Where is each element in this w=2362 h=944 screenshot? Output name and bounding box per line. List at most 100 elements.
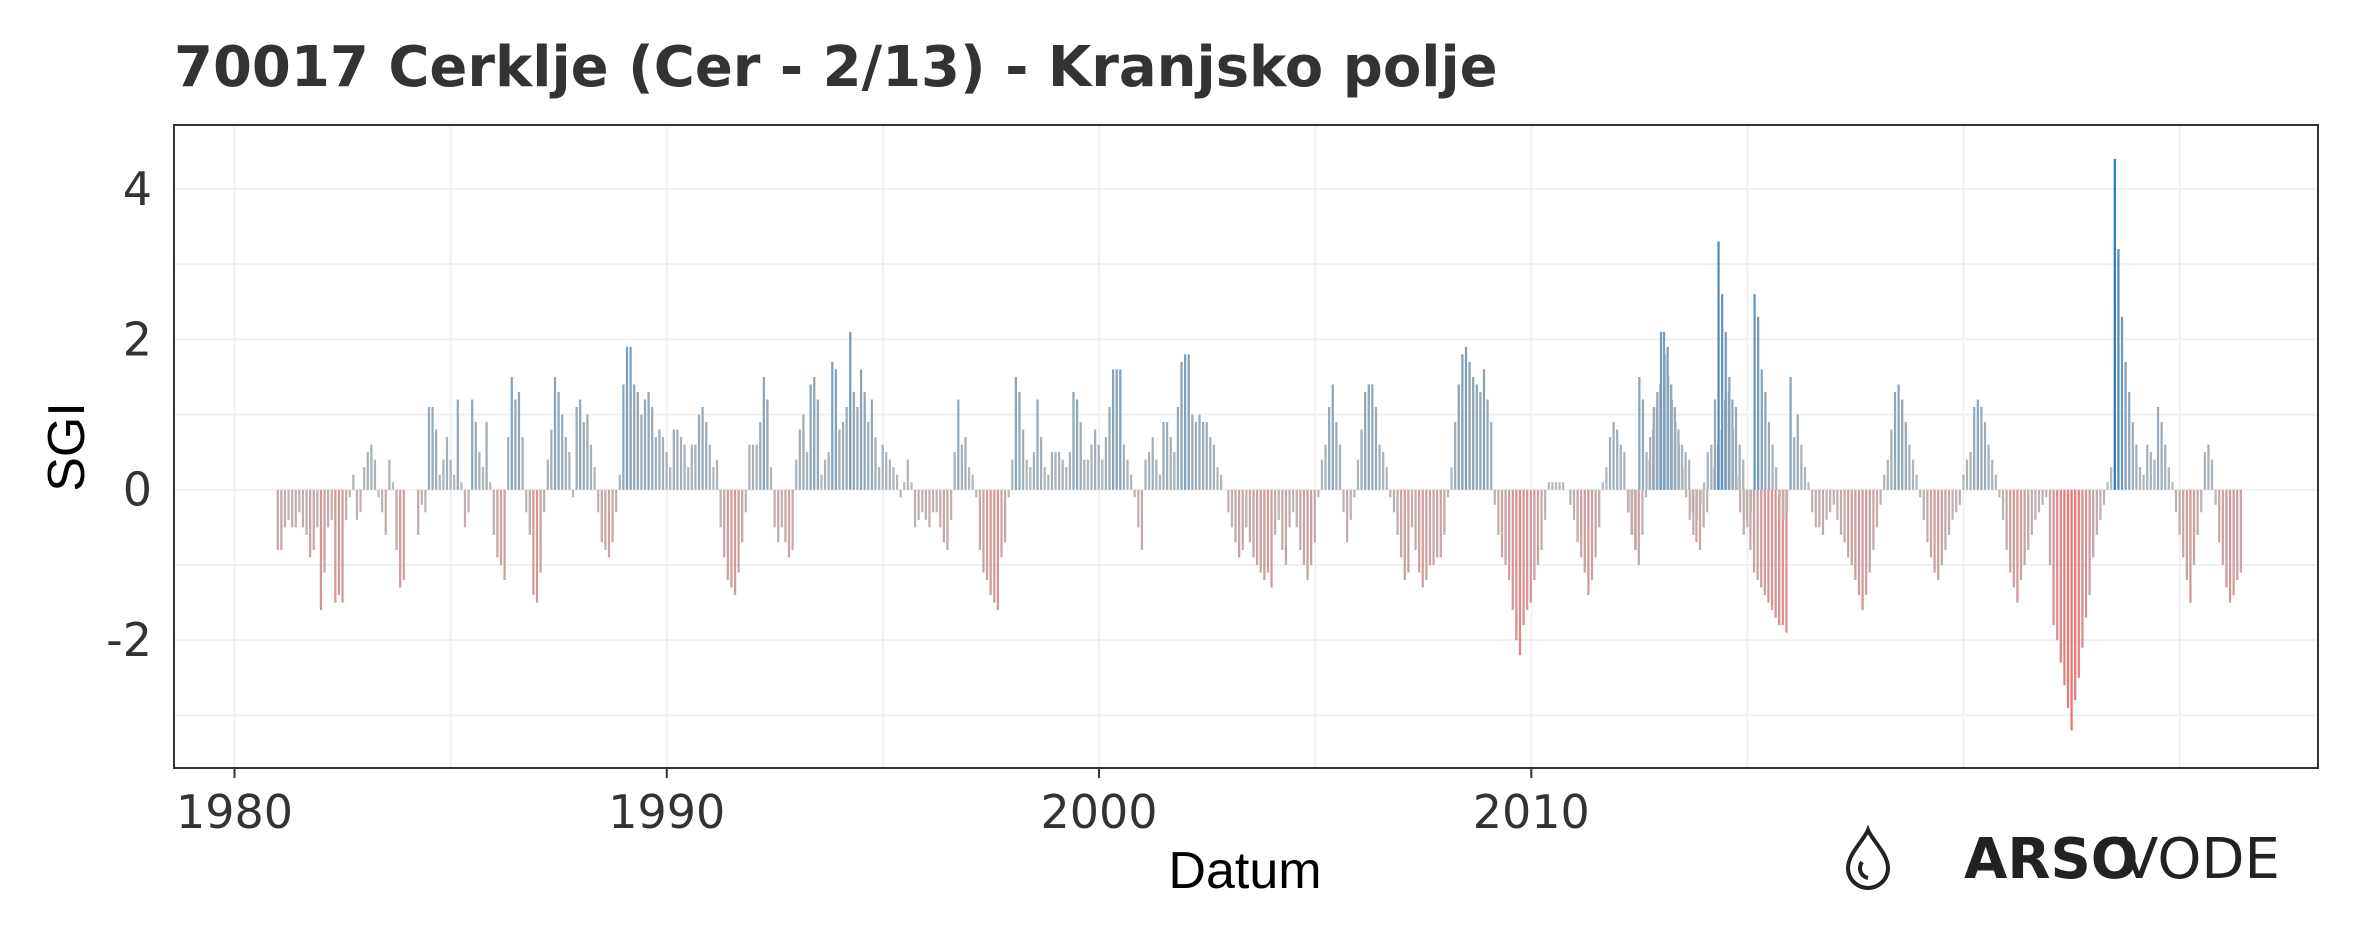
bar xyxy=(1281,489,1284,550)
bar xyxy=(341,489,344,603)
bar xyxy=(859,369,863,490)
bar xyxy=(1983,422,1987,490)
bar xyxy=(1771,444,1774,490)
y-axis-label: SGI xyxy=(38,402,96,492)
bar xyxy=(456,399,459,490)
bar xyxy=(1540,489,1543,550)
bar xyxy=(2077,489,2080,678)
bar xyxy=(849,331,852,490)
bar xyxy=(2178,489,2181,535)
bar xyxy=(899,489,902,498)
bar xyxy=(683,444,686,490)
bar xyxy=(1173,452,1176,490)
bar xyxy=(2099,489,2102,520)
bar xyxy=(1641,399,1645,490)
bar xyxy=(921,489,924,513)
bar xyxy=(2185,489,2188,580)
bar xyxy=(1306,489,1309,580)
bar xyxy=(481,467,485,490)
bar xyxy=(888,459,891,490)
bar xyxy=(1526,489,1529,611)
bar xyxy=(2045,489,2048,498)
bar xyxy=(1508,489,1511,580)
bar xyxy=(543,489,546,513)
bar xyxy=(1749,489,1753,513)
bar xyxy=(1612,422,1615,490)
bar xyxy=(280,489,283,550)
bar xyxy=(924,489,927,520)
bar xyxy=(1180,361,1183,490)
bar xyxy=(1767,422,1771,490)
bar xyxy=(2207,444,2210,490)
bar xyxy=(2221,489,2224,565)
bar xyxy=(1367,384,1370,490)
bar xyxy=(856,407,859,490)
bar xyxy=(2210,459,2214,490)
bar xyxy=(2106,482,2109,490)
bar xyxy=(2135,444,2138,490)
bar xyxy=(1472,376,1475,490)
bar xyxy=(1717,241,1720,490)
bar xyxy=(1735,474,1738,490)
logo-brand-bold: ARSO xyxy=(1964,827,2138,892)
y-ticks: 4 2 0 -2 xyxy=(106,162,152,667)
bar xyxy=(780,489,783,528)
bar xyxy=(1638,376,1641,490)
bar xyxy=(838,429,841,490)
bar xyxy=(967,467,971,490)
bar xyxy=(463,489,467,528)
bar xyxy=(654,437,657,490)
bar xyxy=(917,489,920,520)
bar xyxy=(975,489,978,498)
bar xyxy=(744,489,747,513)
bar xyxy=(370,444,373,490)
bar xyxy=(1443,489,1446,535)
bar xyxy=(867,422,870,490)
bar xyxy=(629,346,632,490)
grid-lines xyxy=(174,125,2318,768)
bar xyxy=(1227,489,1230,513)
bar xyxy=(1432,489,1435,565)
bar xyxy=(1554,482,1558,490)
bar xyxy=(1631,489,1634,535)
bar xyxy=(1702,489,1705,528)
bar xyxy=(658,429,661,490)
bar xyxy=(1583,489,1586,573)
bar xyxy=(1245,489,1248,528)
bar xyxy=(510,376,513,490)
bar xyxy=(589,444,593,490)
bar xyxy=(1515,489,1518,641)
bar xyxy=(2146,444,2149,490)
bar xyxy=(1468,361,1471,490)
bar xyxy=(1349,489,1352,520)
bar xyxy=(1054,452,1057,490)
bar xyxy=(337,489,341,596)
bar xyxy=(874,437,877,490)
bar xyxy=(2084,489,2088,618)
bar xyxy=(1184,354,1187,490)
bar xyxy=(1166,422,1169,490)
bar xyxy=(2192,489,2196,565)
bar xyxy=(795,459,798,490)
bar xyxy=(1277,489,1280,520)
bar xyxy=(2200,489,2203,513)
bar xyxy=(2232,489,2235,596)
bar xyxy=(733,489,737,596)
bar xyxy=(1191,414,1194,490)
bar xyxy=(391,482,395,490)
bar xyxy=(1486,399,1489,490)
bar xyxy=(1129,474,1133,490)
bar xyxy=(2005,489,2008,550)
bar xyxy=(1627,489,1630,513)
bar xyxy=(2102,489,2106,505)
bar xyxy=(1908,444,1911,490)
bar xyxy=(1299,489,1302,550)
bar xyxy=(798,429,801,490)
bar xyxy=(1879,489,1882,505)
bar xyxy=(2019,489,2023,580)
bar xyxy=(1385,467,1388,490)
bar xyxy=(1659,331,1663,490)
bar xyxy=(2088,489,2091,596)
bar xyxy=(1645,452,1648,490)
bar xyxy=(1695,489,1699,520)
